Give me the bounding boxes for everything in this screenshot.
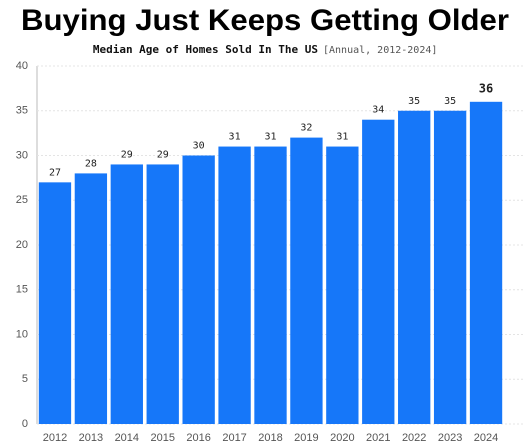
value-label: 31 — [264, 132, 276, 143]
chart-subtitle-note: [Annual, 2012-2024] — [323, 45, 437, 56]
y-tick-label: 40 — [16, 60, 28, 72]
value-label: 31 — [336, 132, 348, 143]
x-tick-label: 2021 — [366, 432, 390, 442]
y-tick-label: 5 — [22, 373, 28, 385]
value-label: 35 — [444, 96, 456, 107]
bar — [254, 146, 287, 425]
x-tick-label: 2024 — [474, 432, 498, 442]
value-label: 31 — [229, 132, 241, 143]
bar — [362, 119, 395, 424]
x-tick-label: 2020 — [330, 432, 354, 442]
y-tick-label: 20 — [16, 239, 28, 251]
chart-subtitle: Median Age of Homes Sold In The US — [93, 43, 318, 56]
x-tick-label: 2016 — [186, 432, 210, 442]
value-label: 36 — [479, 81, 493, 95]
x-tick-label: 2019 — [294, 432, 318, 442]
x-tick-label: 2022 — [402, 432, 426, 442]
bar — [218, 146, 251, 425]
value-label: 32 — [300, 123, 312, 134]
value-label: 29 — [121, 149, 133, 160]
chart-title: Buying Just Keeps Getting Older — [21, 4, 509, 37]
y-tick-label: 35 — [16, 105, 28, 117]
y-tick-label: 15 — [16, 284, 28, 296]
bar — [182, 155, 215, 424]
bar — [398, 110, 431, 424]
x-tick-label: 2013 — [79, 432, 103, 442]
y-tick-label: 30 — [16, 149, 28, 161]
x-tick-label: 2015 — [150, 432, 174, 442]
bar — [74, 173, 108, 424]
bar — [146, 164, 179, 424]
bar — [433, 110, 467, 424]
bar — [110, 164, 143, 424]
value-label: 35 — [408, 96, 420, 107]
value-label: 29 — [157, 149, 169, 160]
x-tick-label: 2018 — [258, 432, 282, 442]
value-label: 28 — [85, 158, 97, 169]
x-tick-label: 2017 — [222, 432, 246, 442]
x-tick-label: 2023 — [438, 432, 462, 442]
y-tick-label: 25 — [16, 194, 28, 206]
x-tick-label: 2014 — [115, 432, 139, 442]
value-label: 27 — [49, 167, 61, 178]
value-label: 34 — [372, 105, 384, 116]
y-tick-label: 10 — [16, 328, 28, 340]
bar — [469, 101, 503, 425]
x-tick-label: 2012 — [43, 432, 67, 442]
bar — [38, 182, 72, 424]
bar — [290, 137, 323, 424]
bar — [326, 146, 359, 425]
y-tick-label: 0 — [22, 418, 28, 430]
value-label: 30 — [193, 141, 205, 152]
